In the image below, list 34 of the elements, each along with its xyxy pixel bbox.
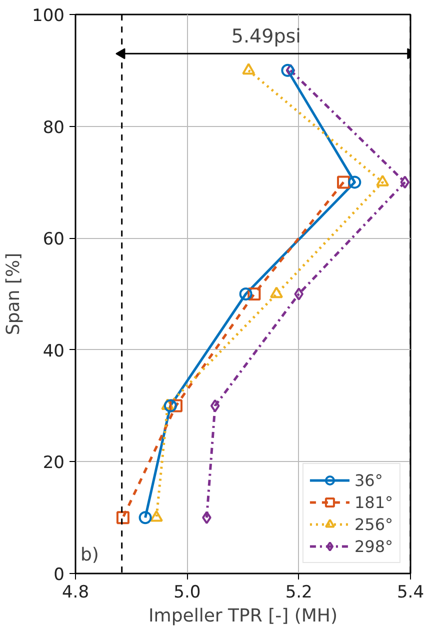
point xyxy=(294,288,304,300)
legend-label: 36° xyxy=(354,470,383,490)
y-tick-label: 60 xyxy=(42,230,65,250)
y-axis-title: Span [%] xyxy=(3,252,24,336)
annotation: b) xyxy=(80,544,99,566)
point xyxy=(248,288,261,300)
y-tick-label: 100 xyxy=(32,6,65,26)
point xyxy=(348,176,362,189)
point xyxy=(337,176,350,189)
point xyxy=(400,176,410,189)
point xyxy=(170,399,182,412)
point xyxy=(239,288,252,300)
x-axis-title: Impeller TPR [-] (MH) xyxy=(148,606,338,626)
y-tick-label: 0 xyxy=(54,565,65,585)
x-tick-label: 4.8 xyxy=(62,582,90,602)
point xyxy=(286,64,296,77)
y-tick-label: 40 xyxy=(42,341,65,362)
point xyxy=(116,511,130,524)
legend-label: 298° xyxy=(354,536,393,556)
annotation: 5.49psi xyxy=(231,26,301,48)
y-tick-label: 20 xyxy=(42,453,65,474)
point xyxy=(210,399,220,412)
y-tick-label: 80 xyxy=(42,118,65,138)
x-tick-label: 5.2 xyxy=(285,582,312,602)
point xyxy=(242,63,256,75)
point xyxy=(270,286,283,298)
point xyxy=(202,511,212,524)
point xyxy=(138,511,152,524)
x-tick-label: 5.4 xyxy=(396,582,424,602)
legend-label: 256° xyxy=(354,514,393,534)
point xyxy=(164,399,177,412)
point xyxy=(281,64,294,77)
legend-label: 181° xyxy=(354,492,393,512)
x-tick-label: 5.0 xyxy=(174,582,201,602)
